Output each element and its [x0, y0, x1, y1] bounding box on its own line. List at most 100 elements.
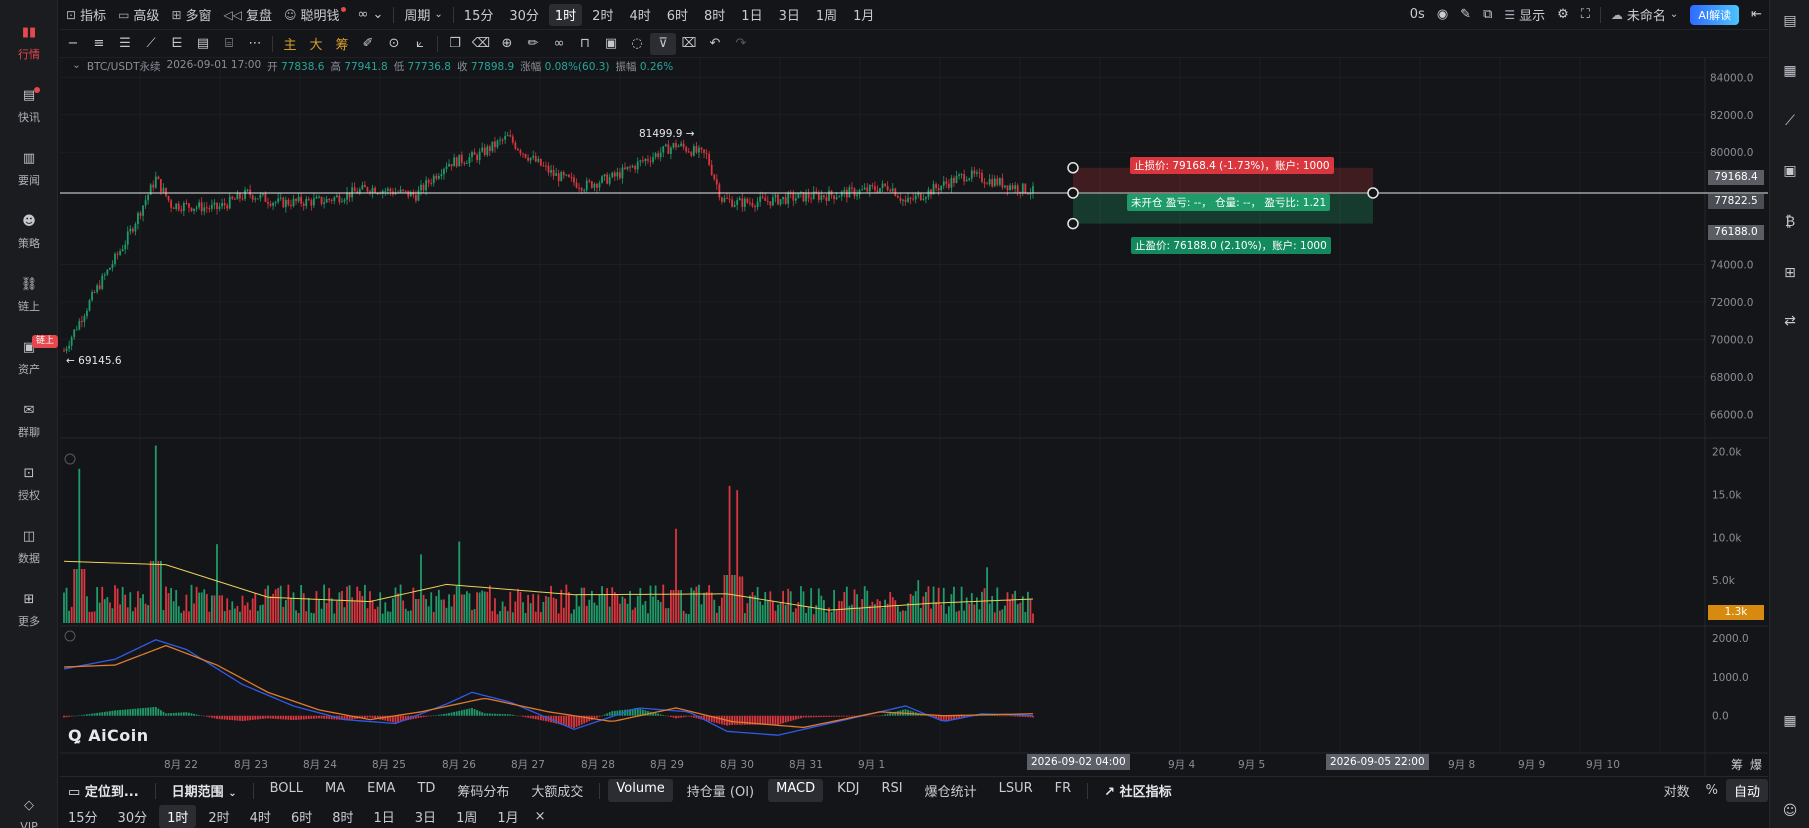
nav-item-0[interactable]: ▮▮ 行情 — [0, 14, 58, 70]
nav-item-5[interactable]: ▣ 资产 链上 — [0, 329, 58, 385]
display-button[interactable]: ☰ 显示 — [1498, 4, 1551, 26]
parallel-lines-icon[interactable]: ≡ — [93, 36, 105, 51]
filter-icon[interactable]: ⊽ — [650, 32, 676, 55]
bottom-interval-tab[interactable]: 2时 — [208, 810, 230, 826]
nav-item-2[interactable]: ▥ 要闻 — [0, 140, 58, 196]
bot-icon[interactable]: ⊞ — [1784, 265, 1796, 281]
horizontal-line-icon[interactable]: − — [67, 36, 79, 51]
interval-tab[interactable]: 1周 — [815, 9, 838, 24]
trash-icon[interactable]: ⌧ — [681, 36, 697, 51]
pattern-icon[interactable]: ⌸ — [225, 36, 233, 51]
indicator-toggle[interactable]: TD — [417, 781, 436, 796]
bottom-interval-tab[interactable]: 1日 — [373, 810, 395, 826]
advanced-button[interactable]: ▭ 高级 — [112, 4, 165, 26]
bottom-interval-tab[interactable]: 1月 — [497, 810, 519, 826]
eraser-icon[interactable]: ⌫ — [471, 36, 491, 51]
fib-icon[interactable]: ⋿ — [171, 36, 183, 51]
interval-tab[interactable]: 15分 — [463, 9, 494, 24]
indicator-toggle[interactable]: EMA — [367, 781, 396, 796]
layers-icon[interactable]: ▣ — [604, 36, 618, 51]
sub-indicator-toggle[interactable]: MACD — [768, 779, 824, 802]
popout-icon[interactable]: ⧉ — [1483, 7, 1493, 22]
camera-icon[interactable]: ◉ — [1436, 7, 1449, 22]
lock-icon[interactable]: ⊓ — [579, 36, 591, 51]
sub-indicator-toggle[interactable]: Volume — [608, 779, 673, 802]
log-scale-button[interactable]: 对数 — [1663, 785, 1690, 800]
nav-item-7[interactable]: ⊡ 授权 — [0, 455, 58, 511]
chip-corner-label[interactable]: 筹 — [1731, 758, 1744, 772]
layout-icon[interactable]: ▦ — [1783, 63, 1797, 79]
indicator-toggle[interactable]: MA — [325, 781, 346, 796]
percent-scale-button[interactable]: % — [1705, 783, 1718, 798]
fullscreen-icon[interactable]: ⛶ — [1580, 7, 1590, 22]
auto-scale-button[interactable]: 自动 — [1725, 779, 1768, 802]
bottom-interval-tab[interactable]: 1时 — [159, 804, 197, 828]
copy-icon[interactable]: ❐ — [449, 36, 461, 51]
interval-tab[interactable]: 8时 — [704, 9, 726, 24]
stop-loss-label[interactable]: 止损价: 79168.4 (-1.73%)，账户: 1000 — [1130, 157, 1334, 174]
link-icon[interactable]: ∞ — [553, 36, 565, 51]
period-dropdown[interactable]: 周期 ⌄ — [398, 4, 448, 26]
channel-icon[interactable]: ☰ — [119, 36, 131, 51]
burst-corner-label[interactable]: 爆 — [1750, 758, 1763, 772]
calculator-icon[interactable]: ▣ — [1783, 163, 1797, 179]
chart-area[interactable]: 84000.0 82000.0 80000.0 74000.0 72000.0 70000… — [60, 58, 1768, 776]
sub-indicator-toggle[interactable]: LSUR — [998, 781, 1033, 796]
chart-type-dropdown[interactable]: ∞ ⌄ — [352, 4, 390, 26]
interval-tab[interactable]: 1月 — [853, 9, 875, 24]
indicator-toggle[interactable]: 大额成交 — [531, 785, 584, 800]
date-range-dropdown[interactable]: 日期范围 ⌄ — [164, 779, 245, 802]
main-force-icon[interactable]: 主 — [283, 38, 297, 53]
take-profit-label[interactable]: 止盈价: 76188.0 (2.10%)，账户: 1000 — [1131, 237, 1331, 254]
gann-icon[interactable]: ▤ — [196, 36, 210, 51]
smart-money-button[interactable]: ☺ 聪明钱 — [278, 4, 352, 26]
collapse-icon[interactable]: ⇤ — [1751, 7, 1762, 22]
document-icon[interactable]: ▤ — [1783, 13, 1797, 29]
sub-indicator-toggle[interactable]: RSI — [881, 781, 903, 796]
large-order-icon[interactable]: 大 — [309, 38, 323, 53]
interval-tab[interactable]: 30分 — [509, 9, 539, 24]
interval-tab[interactable]: 1日 — [741, 9, 763, 24]
layout-dropdown[interactable]: ☁ 未命名 ⌄ — [1605, 4, 1684, 26]
nav-item-1[interactable]: ▤ 快讯 — [0, 77, 58, 133]
vip-button[interactable]: ◇ VIP — [0, 786, 58, 828]
bottom-interval-tab[interactable]: 3日 — [414, 810, 437, 826]
indicator-button[interactable]: ⊡ 指标 — [60, 4, 112, 26]
nav-item-9[interactable]: ⊞ 更多 — [0, 581, 58, 637]
nav-item-6[interactable]: ✉ 群聊 — [0, 392, 58, 448]
sub-indicator-toggle[interactable]: KDJ — [837, 781, 860, 796]
exchange-icon[interactable]: ⇄ — [1784, 313, 1796, 329]
collapse-info-icon[interactable]: ⌄ — [72, 59, 81, 71]
bottom-interval-tab[interactable]: 30分 — [117, 810, 148, 826]
zoom-icon[interactable]: ⊕ — [501, 36, 513, 51]
hide-icon[interactable]: ◌ — [631, 36, 643, 51]
trend-icon[interactable]: ⟋ — [1785, 113, 1795, 129]
draw-pen-icon[interactable]: ✐ — [362, 36, 374, 51]
locate-button[interactable]: ▭ 定位到... — [60, 779, 147, 802]
settings-icon[interactable]: ⚙ — [1557, 7, 1569, 22]
nav-item-3[interactable]: ☻ 策略 — [0, 203, 58, 259]
btc-icon[interactable]: ₿ — [1784, 213, 1796, 230]
sub-indicator-toggle[interactable]: FR — [1054, 781, 1072, 796]
undo-icon[interactable]: ↶ — [709, 36, 721, 51]
chips-icon[interactable]: 筹 — [335, 38, 349, 53]
position-status-label[interactable]: 未开仓 盈亏: --， 仓量: --， 盈亏比: 1.21 — [1127, 194, 1331, 211]
interval-tab[interactable]: 1时 — [548, 3, 583, 26]
bottom-interval-tab[interactable]: 15分 — [68, 810, 98, 826]
pen-icon[interactable]: ✎ — [1460, 7, 1472, 22]
multi-window-button[interactable]: ⊞ 多窗 — [165, 4, 217, 26]
brush-icon[interactable]: ✏ — [527, 36, 539, 51]
close-interval-bar-button[interactable]: × — [534, 808, 546, 824]
indicator-toggle[interactable]: BOLL — [269, 781, 303, 796]
profile-icon[interactable]: ☺ — [1782, 803, 1798, 819]
more-tools-icon[interactable]: ⋯ — [248, 36, 262, 51]
interval-tab[interactable]: 6时 — [666, 9, 689, 24]
magnet-icon[interactable]: ⊙ — [388, 36, 400, 51]
bottom-interval-tab[interactable]: 1周 — [456, 810, 478, 826]
bottom-interval-tab[interactable]: 8时 — [332, 810, 354, 826]
bottom-interval-tab[interactable]: 4时 — [249, 810, 271, 826]
community-indicators-button[interactable]: ↗ 社区指标 — [1096, 779, 1179, 802]
ruler-icon[interactable]: ⟀ — [416, 36, 424, 51]
trend-line-icon[interactable]: ⟋ — [146, 36, 156, 51]
sub-indicator-toggle[interactable]: 持仓量 (OI) — [686, 785, 755, 800]
